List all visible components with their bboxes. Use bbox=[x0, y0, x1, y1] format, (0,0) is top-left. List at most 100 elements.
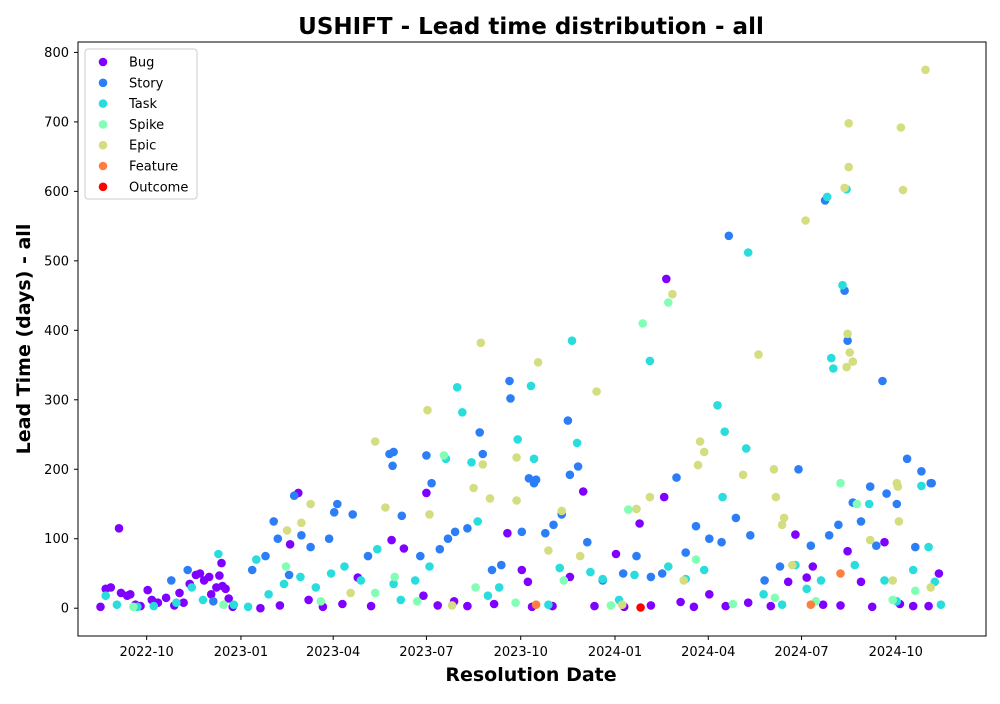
point-epic-50 bbox=[921, 65, 930, 75]
y-tick-label-5: 500 bbox=[44, 254, 69, 269]
point-task-62 bbox=[880, 576, 889, 585]
point-bug-37 bbox=[366, 601, 376, 611]
point-story-74 bbox=[911, 542, 920, 552]
point-story-47 bbox=[646, 572, 656, 582]
point-story-32 bbox=[506, 394, 515, 403]
point-task-30 bbox=[513, 435, 522, 444]
point-spike-9 bbox=[511, 598, 520, 607]
y-axis-title: Lead Time (days) - all bbox=[13, 224, 35, 455]
point-story-67 bbox=[856, 517, 866, 526]
point-task-11 bbox=[264, 590, 273, 599]
point-story-10 bbox=[306, 542, 315, 552]
point-task-28 bbox=[483, 591, 493, 600]
point-bug-68 bbox=[802, 573, 811, 582]
point-spike-21 bbox=[888, 595, 897, 605]
point-task-21 bbox=[410, 576, 420, 585]
point-epic-16 bbox=[544, 546, 553, 555]
point-story-62 bbox=[824, 531, 834, 540]
point-epic-40 bbox=[845, 348, 854, 357]
point-bug-67 bbox=[791, 530, 800, 539]
point-spike-19 bbox=[836, 478, 845, 488]
point-bug-60 bbox=[676, 597, 685, 607]
point-story-23 bbox=[435, 544, 445, 554]
point-epic-4 bbox=[370, 437, 380, 446]
x-tick-label-0: 2022-10 bbox=[119, 645, 173, 660]
point-epic-25 bbox=[695, 437, 705, 446]
point-bug-73 bbox=[856, 577, 866, 587]
point-bug-39 bbox=[399, 544, 409, 553]
point-epic-19 bbox=[592, 387, 601, 396]
point-epic-26 bbox=[693, 460, 703, 470]
point-bug-44 bbox=[463, 601, 472, 611]
legend-marker-feature bbox=[98, 161, 108, 171]
point-task-60 bbox=[850, 560, 860, 570]
legend-label-bug: Bug bbox=[129, 56, 154, 71]
point-bug-59 bbox=[662, 274, 671, 284]
y-tick-label-0: 0 bbox=[61, 602, 69, 617]
point-story-20 bbox=[416, 551, 425, 561]
point-task-37 bbox=[586, 567, 595, 577]
point-spike-1 bbox=[219, 600, 228, 609]
point-bug-21 bbox=[206, 590, 216, 599]
chart-title: USHIFT - Lead time distribution - all bbox=[298, 14, 764, 40]
point-story-18 bbox=[389, 447, 398, 457]
point-epic-46 bbox=[893, 482, 903, 491]
point-task-18 bbox=[373, 544, 382, 554]
point-story-24 bbox=[443, 534, 453, 543]
point-bug-33 bbox=[304, 595, 313, 605]
y-tick-label-4: 400 bbox=[44, 324, 69, 339]
point-task-55 bbox=[822, 192, 832, 202]
point-bug-29 bbox=[256, 603, 265, 613]
point-story-13 bbox=[333, 499, 342, 509]
legend-marker-outcome bbox=[98, 182, 108, 192]
x-tick-label-1: 2023-01 bbox=[214, 645, 268, 660]
point-story-58 bbox=[775, 562, 785, 571]
point-task-6 bbox=[198, 595, 208, 605]
point-epic-15 bbox=[533, 358, 543, 367]
point-story-4 bbox=[261, 551, 270, 561]
point-story-21 bbox=[422, 451, 431, 460]
point-task-20 bbox=[396, 595, 406, 605]
point-epic-6 bbox=[423, 405, 432, 415]
point-task-4 bbox=[172, 598, 181, 607]
x-tick-label-2: 2023-04 bbox=[306, 645, 360, 660]
point-bug-65 bbox=[766, 601, 776, 611]
point-task-49 bbox=[741, 444, 751, 453]
legend-marker-bug bbox=[98, 57, 108, 67]
point-bug-45 bbox=[489, 599, 499, 609]
legend-label-spike: Spike bbox=[129, 118, 164, 133]
point-story-69 bbox=[872, 541, 881, 550]
point-spike-13 bbox=[638, 319, 647, 328]
point-outcome-0 bbox=[636, 603, 645, 612]
point-bug-52 bbox=[578, 487, 588, 496]
point-bug-12 bbox=[161, 593, 171, 603]
point-epic-34 bbox=[788, 560, 797, 570]
point-story-72 bbox=[892, 499, 902, 509]
point-bug-77 bbox=[908, 601, 918, 611]
point-bug-18 bbox=[195, 569, 205, 578]
y-tick-label-6: 600 bbox=[44, 185, 69, 200]
legend-label-feature: Feature bbox=[129, 160, 178, 175]
point-task-68 bbox=[936, 600, 946, 609]
point-task-17 bbox=[356, 576, 366, 585]
x-tick-label-7: 2024-07 bbox=[774, 645, 828, 660]
point-task-1 bbox=[112, 600, 122, 609]
point-story-19 bbox=[397, 511, 407, 521]
y-tick-label-2: 200 bbox=[44, 463, 69, 478]
legend-marker-story bbox=[98, 78, 108, 88]
point-epic-38 bbox=[844, 162, 853, 172]
point-epic-35 bbox=[801, 216, 810, 225]
point-epic-43 bbox=[865, 535, 875, 545]
point-story-55 bbox=[731, 513, 741, 523]
point-bug-75 bbox=[880, 537, 889, 547]
point-story-38 bbox=[549, 520, 558, 530]
point-task-16 bbox=[340, 562, 349, 571]
legend-label-story: Story bbox=[129, 76, 164, 91]
point-bug-31 bbox=[285, 540, 295, 549]
point-story-60 bbox=[806, 541, 816, 550]
point-task-66 bbox=[924, 542, 933, 552]
point-bug-47 bbox=[517, 565, 527, 575]
point-epic-32 bbox=[777, 520, 787, 530]
y-axis: 0 100 200 300 400 500 600 700 800 bbox=[44, 46, 78, 617]
point-task-14 bbox=[311, 583, 321, 592]
